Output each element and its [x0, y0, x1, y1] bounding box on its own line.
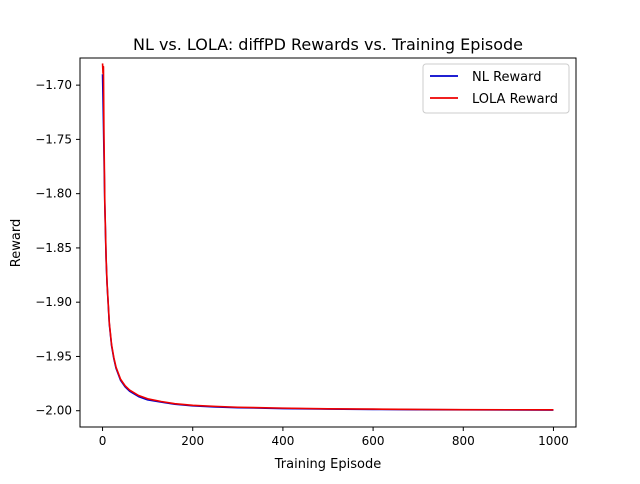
y-axis-label: Reward — [9, 219, 24, 267]
legend: NL Reward LOLA Reward — [422, 63, 570, 114]
chart-title: NL vs. LOLA: diffPD Rewards vs. Training… — [133, 35, 523, 54]
plot-lines — [101, 63, 554, 411]
y-tick-label: −1.80 — [35, 187, 72, 201]
y-tick-label: −1.95 — [35, 349, 72, 363]
x-axis: 0 200 400 600 800 1000 — [99, 427, 569, 448]
x-tick-label: 1000 — [538, 434, 569, 448]
y-tick-label: −1.70 — [35, 78, 72, 92]
x-axis-label: Training Episode — [274, 457, 381, 472]
x-tick-label: 200 — [181, 434, 204, 448]
legend-label-nl-reward: NL Reward — [472, 70, 542, 85]
x-tick-label: 0 — [99, 434, 107, 448]
series-line-lola-reward — [101, 63, 554, 411]
y-axis: −1.70 −1.75 −1.80 −1.85 −1.90 −1.95 −2.00 — [35, 78, 80, 418]
y-tick-label: −1.75 — [35, 132, 72, 146]
legend-label-lola-reward: LOLA Reward — [472, 92, 558, 107]
y-tick-label: −1.90 — [35, 295, 72, 309]
x-tick-label: 400 — [271, 434, 294, 448]
axes-frame — [79, 57, 577, 428]
x-tick-label: 600 — [362, 434, 385, 448]
x-tick-label: 800 — [452, 434, 475, 448]
y-tick-label: −1.85 — [35, 241, 72, 255]
y-tick-label: −2.00 — [35, 404, 72, 418]
legend-box — [422, 63, 570, 114]
